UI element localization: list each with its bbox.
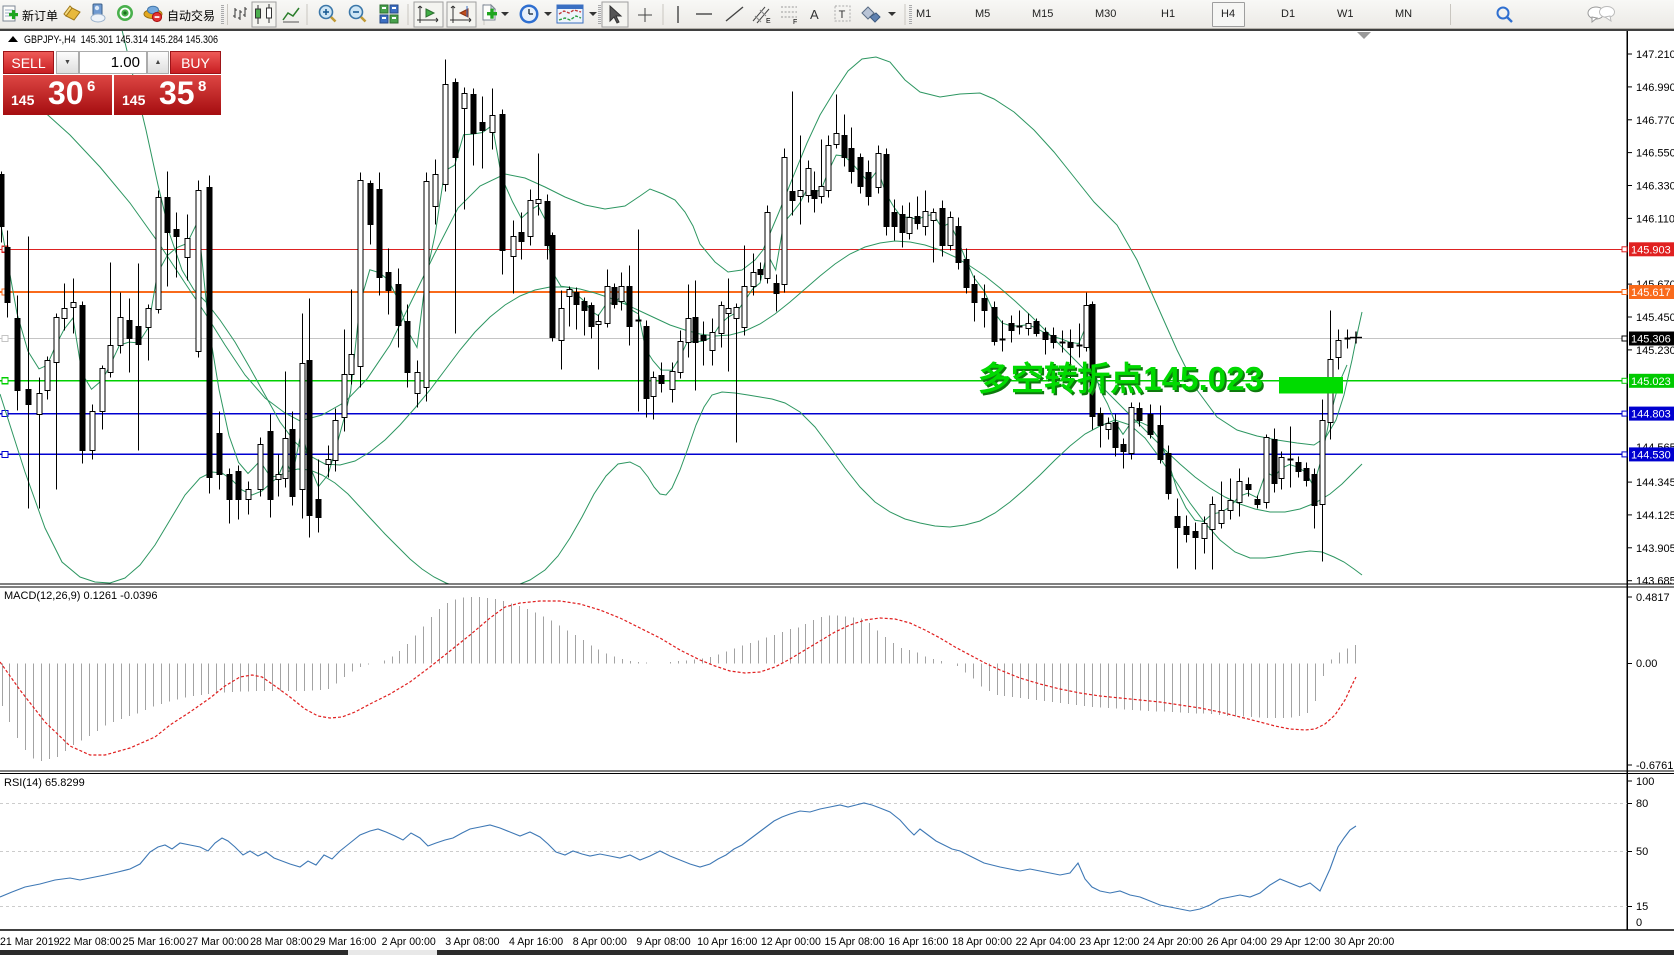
- svg-text:10 Apr 16:00: 10 Apr 16:00: [697, 936, 757, 948]
- svg-text:147.210: 147.210: [1636, 49, 1674, 61]
- svg-text:0.4817: 0.4817: [1636, 592, 1670, 604]
- svg-text:145.450: 145.450: [1636, 312, 1674, 324]
- svg-text:29 Apr 12:00: 29 Apr 12:00: [1270, 936, 1330, 948]
- svg-text:9 Apr 08:00: 9 Apr 08:00: [636, 936, 690, 948]
- svg-text:16 Apr 16:00: 16 Apr 16:00: [888, 936, 948, 948]
- svg-text:21 Mar 2019: 21 Mar 2019: [0, 936, 60, 948]
- svg-text:146.770: 146.770: [1636, 115, 1674, 127]
- svg-text:-0.6761: -0.6761: [1636, 760, 1673, 772]
- svg-text:0: 0: [1636, 917, 1642, 929]
- svg-text:25 Mar 16:00: 25 Mar 16:00: [123, 936, 186, 948]
- svg-text:144.345: 144.345: [1636, 477, 1674, 489]
- svg-text:28 Mar 08:00: 28 Mar 08:00: [250, 936, 313, 948]
- svg-text:F: F: [793, 19, 797, 26]
- svg-text:145.617: 145.617: [1631, 287, 1671, 299]
- svg-text:144.803: 144.803: [1631, 409, 1671, 421]
- svg-text:145.230: 145.230: [1636, 345, 1674, 357]
- svg-text:22 Apr 04:00: 22 Apr 04:00: [1016, 936, 1076, 948]
- svg-text:29 Mar 16:00: 29 Mar 16:00: [314, 936, 377, 948]
- svg-text:143.905: 143.905: [1636, 543, 1674, 555]
- svg-text:23 Apr 12:00: 23 Apr 12:00: [1079, 936, 1139, 948]
- svg-text:143.685: 143.685: [1636, 576, 1674, 588]
- svg-text:145.306: 145.306: [1631, 334, 1671, 346]
- svg-text:多空转折点145.023: 多空转折点145.023: [978, 360, 1263, 397]
- svg-text:E: E: [766, 18, 771, 25]
- svg-text:15: 15: [1636, 901, 1648, 913]
- svg-text:146.550: 146.550: [1636, 148, 1674, 160]
- svg-text:80: 80: [1636, 798, 1648, 810]
- svg-text:144.530: 144.530: [1631, 449, 1671, 461]
- svg-text:RSI(14) 65.8299: RSI(14) 65.8299: [4, 777, 85, 789]
- svg-text:15 Apr 08:00: 15 Apr 08:00: [825, 936, 885, 948]
- svg-text:0.00: 0.00: [1636, 658, 1657, 670]
- svg-text:2 Apr 00:00: 2 Apr 00:00: [382, 936, 436, 948]
- svg-text:4 Apr 16:00: 4 Apr 16:00: [509, 936, 563, 948]
- svg-text:MACD(12,26,9) 0.1261 -0.0396: MACD(12,26,9) 0.1261 -0.0396: [4, 590, 157, 602]
- svg-text:145.023: 145.023: [1631, 376, 1671, 388]
- svg-text:8 Apr 00:00: 8 Apr 00:00: [573, 936, 627, 948]
- svg-text:100: 100: [1636, 776, 1654, 788]
- svg-text:146.330: 146.330: [1636, 181, 1674, 193]
- svg-text:22 Mar 08:00: 22 Mar 08:00: [59, 936, 122, 948]
- svg-text:50: 50: [1636, 846, 1648, 858]
- svg-text:146.110: 146.110: [1636, 213, 1674, 225]
- svg-text:T: T: [839, 9, 846, 21]
- svg-text:26 Apr 04:00: 26 Apr 04:00: [1207, 936, 1267, 948]
- svg-text:146.990: 146.990: [1636, 82, 1674, 94]
- svg-text:144.125: 144.125: [1636, 510, 1674, 522]
- svg-text:12 Apr 00:00: 12 Apr 00:00: [761, 936, 821, 948]
- svg-text:A: A: [810, 7, 819, 22]
- svg-text:30 Apr 20:00: 30 Apr 20:00: [1334, 936, 1394, 948]
- svg-text:24 Apr 20:00: 24 Apr 20:00: [1143, 936, 1203, 948]
- svg-text:27 Mar 00:00: 27 Mar 00:00: [186, 936, 249, 948]
- svg-text:3 Apr 08:00: 3 Apr 08:00: [445, 936, 499, 948]
- svg-text:18 Apr 00:00: 18 Apr 00:00: [952, 936, 1012, 948]
- svg-text:145.903: 145.903: [1631, 244, 1671, 256]
- svg-text:GBPJPY-,H4 145.301 145.314 14: GBPJPY-,H4 145.301 145.314 145.284 145.3…: [24, 34, 218, 46]
